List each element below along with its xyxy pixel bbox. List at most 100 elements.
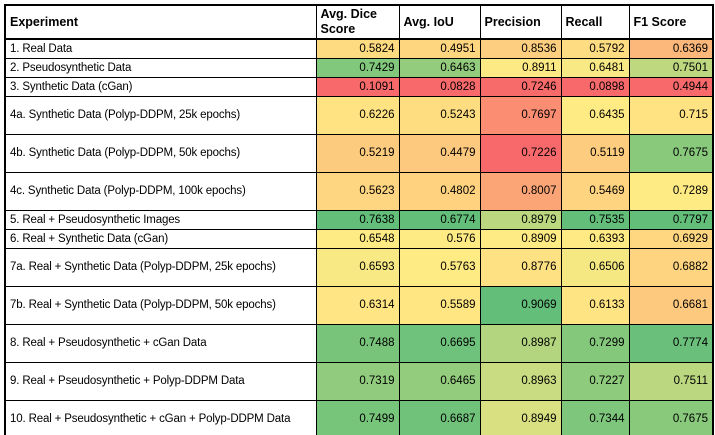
- cell-avg-dice-score[interactable]: 0.7319: [315, 361, 400, 401]
- cell-avg-iou[interactable]: 0.4951: [398, 38, 481, 59]
- table-row: 3. Synthetic Data (cGan) 0.1091 0.0828 0.72…: [4, 76, 714, 97]
- column-header-avg-iou[interactable]: Avg. IoU: [398, 4, 481, 40]
- table-row: 8. Real + Pseudosynthetic + cGan Data 0.7…: [4, 323, 714, 363]
- cell-recall[interactable]: 0.5469: [560, 171, 630, 211]
- cell-avg-dice-score[interactable]: 0.5824: [315, 38, 400, 59]
- column-header-recall[interactable]: Recall: [560, 4, 630, 40]
- cell-recall[interactable]: 0.7299: [560, 323, 630, 363]
- cell-avg-iou[interactable]: 0.6695: [398, 323, 481, 363]
- cell-avg-iou[interactable]: 0.576: [398, 228, 481, 249]
- cell-precision[interactable]: 0.8909: [479, 228, 562, 249]
- table-row: 5. Real + Pseudosynthetic Images 0.7638 0.…: [4, 209, 714, 230]
- cell-f1-score[interactable]: 0.4944: [628, 76, 714, 97]
- cell-f1-score[interactable]: 0.7675: [628, 399, 714, 435]
- cell-avg-dice-score[interactable]: 0.7488: [315, 323, 400, 363]
- column-header-experiment[interactable]: Experiment: [4, 4, 317, 40]
- cell-precision[interactable]: 0.7697: [479, 95, 562, 135]
- experiment-cell[interactable]: 4a. Synthetic Data (Polyp-DDPM, 25k epoc…: [4, 95, 317, 135]
- experiment-cell[interactable]: 4c. Synthetic Data (Polyp-DDPM, 100k epo…: [4, 171, 317, 211]
- cell-precision[interactable]: 0.7246: [479, 76, 562, 97]
- cell-f1-score[interactable]: 0.6369: [628, 38, 714, 59]
- cell-recall[interactable]: 0.6506: [560, 247, 630, 287]
- cell-f1-score[interactable]: 0.7675: [628, 133, 714, 173]
- table-row: 4b. Synthetic Data (Polyp-DDPM, 50k epoc…: [4, 133, 714, 173]
- cell-f1-score[interactable]: 0.7511: [628, 361, 714, 401]
- table-row: 7b. Real + Synthetic Data (Polyp-DDPM, 5…: [4, 285, 714, 325]
- cell-precision[interactable]: 0.8987: [479, 323, 562, 363]
- experiment-cell[interactable]: 1. Real Data: [4, 38, 317, 59]
- cell-recall[interactable]: 0.6481: [560, 57, 630, 78]
- cell-avg-iou[interactable]: 0.5763: [398, 247, 481, 287]
- experiment-cell[interactable]: 5. Real + Pseudosynthetic Images: [4, 209, 317, 230]
- cell-avg-dice-score[interactable]: 0.7638: [315, 209, 400, 230]
- table-row: 4a. Synthetic Data (Polyp-DDPM, 25k epoc…: [4, 95, 714, 135]
- cell-f1-score[interactable]: 0.7774: [628, 323, 714, 363]
- cell-avg-iou[interactable]: 0.4479: [398, 133, 481, 173]
- experiment-cell[interactable]: 6. Real + Synthetic Data (cGan): [4, 228, 317, 249]
- cell-avg-iou[interactable]: 0.0828: [398, 76, 481, 97]
- cell-precision[interactable]: 0.7226: [479, 133, 562, 173]
- cell-avg-dice-score[interactable]: 0.6314: [315, 285, 400, 325]
- table-row: 10. Real + Pseudosynthetic + cGan + Poly…: [4, 399, 714, 435]
- cell-f1-score[interactable]: 0.6681: [628, 285, 714, 325]
- cell-avg-iou[interactable]: 0.6465: [398, 361, 481, 401]
- cell-avg-dice-score[interactable]: 0.5219: [315, 133, 400, 173]
- column-header-avg-dice-score[interactable]: Avg. Dice Score: [315, 4, 400, 40]
- cell-avg-dice-score[interactable]: 0.6548: [315, 228, 400, 249]
- column-header-f1-score[interactable]: F1 Score: [628, 4, 714, 40]
- cell-avg-iou[interactable]: 0.6774: [398, 209, 481, 230]
- table-row: 2. Pseudosynthetic Data 0.7429 0.6463 0.891…: [4, 57, 714, 78]
- cell-precision[interactable]: 0.8007: [479, 171, 562, 211]
- experiment-cell[interactable]: 9. Real + Pseudosynthetic + Polyp-DDPM D…: [4, 361, 317, 401]
- cell-avg-iou[interactable]: 0.4802: [398, 171, 481, 211]
- cell-f1-score[interactable]: 0.6929: [628, 228, 714, 249]
- cell-precision[interactable]: 0.9069: [479, 285, 562, 325]
- cell-avg-iou[interactable]: 0.6687: [398, 399, 481, 435]
- experiment-cell[interactable]: 2. Pseudosynthetic Data: [4, 57, 317, 78]
- header-row: Experiment Avg. Dice Score Avg. IoU Precisi…: [4, 4, 714, 40]
- table-row: 9. Real + Pseudosynthetic + Polyp-DDPM D…: [4, 361, 714, 401]
- cell-f1-score[interactable]: 0.715: [628, 95, 714, 135]
- cell-precision[interactable]: 0.8949: [479, 399, 562, 435]
- experiment-cell[interactable]: 3. Synthetic Data (cGan): [4, 76, 317, 97]
- cell-f1-score[interactable]: 0.7797: [628, 209, 714, 230]
- table-row: 1. Real Data 0.5824 0.4951 0.8536 0.5792 0.63…: [4, 38, 714, 59]
- cell-recall[interactable]: 0.5119: [560, 133, 630, 173]
- cell-recall[interactable]: 0.7535: [560, 209, 630, 230]
- table-row: 6. Real + Synthetic Data (cGan) 0.6548 0.5…: [4, 228, 714, 249]
- cell-precision[interactable]: 0.8911: [479, 57, 562, 78]
- cell-avg-iou[interactable]: 0.6463: [398, 57, 481, 78]
- experiment-cell[interactable]: 10. Real + Pseudosynthetic + cGan + Poly…: [4, 399, 317, 435]
- cell-recall[interactable]: 0.6393: [560, 228, 630, 249]
- table-row: 4c. Synthetic Data (Polyp-DDPM, 100k epo…: [4, 171, 714, 211]
- cell-avg-dice-score[interactable]: 0.7429: [315, 57, 400, 78]
- cell-f1-score[interactable]: 0.7289: [628, 171, 714, 211]
- cell-precision[interactable]: 0.8963: [479, 361, 562, 401]
- cell-precision[interactable]: 0.8776: [479, 247, 562, 287]
- cell-recall[interactable]: 0.0898: [560, 76, 630, 97]
- experiment-cell[interactable]: 8. Real + Pseudosynthetic + cGan Data: [4, 323, 317, 363]
- cell-precision[interactable]: 0.8536: [479, 38, 562, 59]
- experiment-cell[interactable]: 7a. Real + Synthetic Data (Polyp-DDPM, 2…: [4, 247, 317, 287]
- experiment-results-table: Experiment Avg. Dice Score Avg. IoU Precisi…: [4, 4, 714, 435]
- cell-f1-score[interactable]: 0.7501: [628, 57, 714, 78]
- cell-avg-dice-score[interactable]: 0.6593: [315, 247, 400, 287]
- cell-precision[interactable]: 0.8979: [479, 209, 562, 230]
- cell-recall[interactable]: 0.6435: [560, 95, 630, 135]
- column-header-precision[interactable]: Precision: [479, 4, 562, 40]
- cell-avg-iou[interactable]: 0.5589: [398, 285, 481, 325]
- cell-recall[interactable]: 0.5792: [560, 38, 630, 59]
- cell-recall[interactable]: 0.7344: [560, 399, 630, 435]
- table-row: 7a. Real + Synthetic Data (Polyp-DDPM, 2…: [4, 247, 714, 287]
- cell-avg-dice-score[interactable]: 0.5623: [315, 171, 400, 211]
- cell-avg-dice-score[interactable]: 0.7499: [315, 399, 400, 435]
- cell-f1-score[interactable]: 0.6882: [628, 247, 714, 287]
- experiment-cell[interactable]: 7b. Real + Synthetic Data (Polyp-DDPM, 5…: [4, 285, 317, 325]
- cell-avg-dice-score[interactable]: 0.6226: [315, 95, 400, 135]
- experiment-cell[interactable]: 4b. Synthetic Data (Polyp-DDPM, 50k epoc…: [4, 133, 317, 173]
- cell-avg-dice-score[interactable]: 0.1091: [315, 76, 400, 97]
- cell-recall[interactable]: 0.7227: [560, 361, 630, 401]
- cell-avg-iou[interactable]: 0.5243: [398, 95, 481, 135]
- cell-recall[interactable]: 0.6133: [560, 285, 630, 325]
